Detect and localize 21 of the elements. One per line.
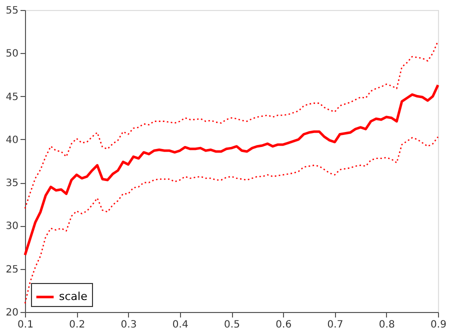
x-tick-label: 0.7 xyxy=(327,320,344,330)
x-tick-label: 0.6 xyxy=(276,320,292,330)
x-tick-label: 0.1 xyxy=(18,320,34,330)
y-tick-label: 20 xyxy=(6,308,18,318)
y-tick-label: 30 xyxy=(6,221,18,232)
x-tick-label: 0.5 xyxy=(224,320,240,330)
y-tick-label: 50 xyxy=(6,48,18,60)
legend-label: scale xyxy=(59,290,88,303)
y-tick-label: 45 xyxy=(6,92,18,103)
x-tick-label: 0.9 xyxy=(430,320,446,330)
line-series xyxy=(24,40,439,210)
y-tick-label: 35 xyxy=(6,178,18,190)
y-tick-label: 55 xyxy=(6,6,18,16)
y-tick-label: 25 xyxy=(6,264,18,276)
y-tick-label: 40 xyxy=(6,134,18,146)
x-tick-label: 0.3 xyxy=(120,320,137,330)
x-tick-label: 0.4 xyxy=(172,320,188,330)
x-tick-label: 0.2 xyxy=(69,320,86,330)
line-series xyxy=(24,84,440,256)
line-series xyxy=(24,136,439,304)
x-tick-label: 0.8 xyxy=(378,320,395,330)
